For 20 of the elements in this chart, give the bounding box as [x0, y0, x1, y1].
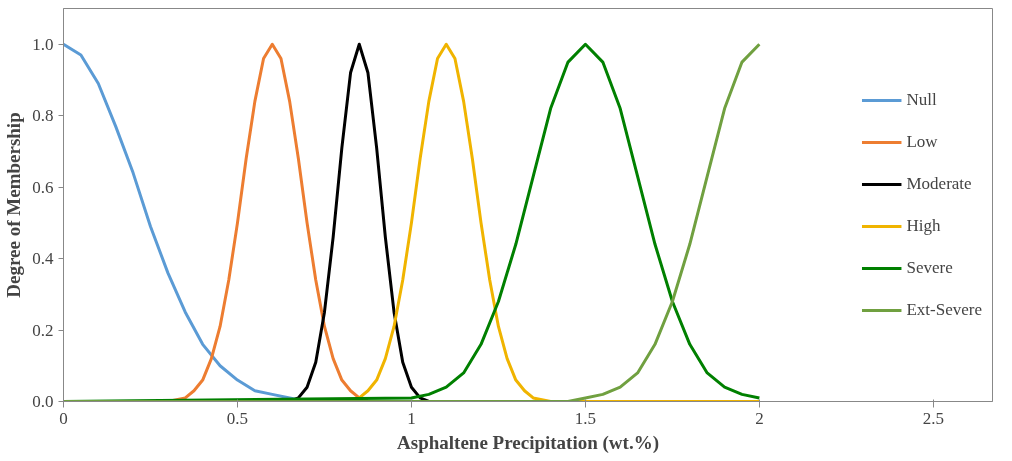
y-tick-label: 1.0: [32, 34, 54, 54]
legend-label: Severe: [906, 257, 953, 278]
legend-label: High: [906, 215, 941, 236]
x-tick-label: 0.5: [226, 408, 249, 428]
legend-label: Moderate: [906, 173, 972, 194]
y-tick-label: 0.6: [32, 177, 54, 197]
x-tick-label: 1.5: [574, 408, 597, 428]
x-tick-label: 1: [407, 408, 416, 428]
legend-label: Low: [906, 131, 938, 152]
y-tick-label: 0.0: [32, 392, 54, 411]
x-tick-label: 2.5: [922, 408, 944, 428]
y-axis-title: Degree of Membership: [3, 112, 25, 298]
y-tick-label: 0.2: [32, 320, 54, 340]
x-axis-title: Asphaltene Precipitation (wt.%): [397, 431, 659, 454]
y-tick-label: 0.8: [32, 106, 54, 126]
legend-label: Ext-Severe: [906, 299, 982, 320]
x-tick-label: 2: [755, 408, 764, 428]
y-tick-label: 0.4: [32, 249, 54, 269]
x-tick-label: 0: [59, 408, 68, 428]
legend-label: Null: [906, 89, 937, 110]
